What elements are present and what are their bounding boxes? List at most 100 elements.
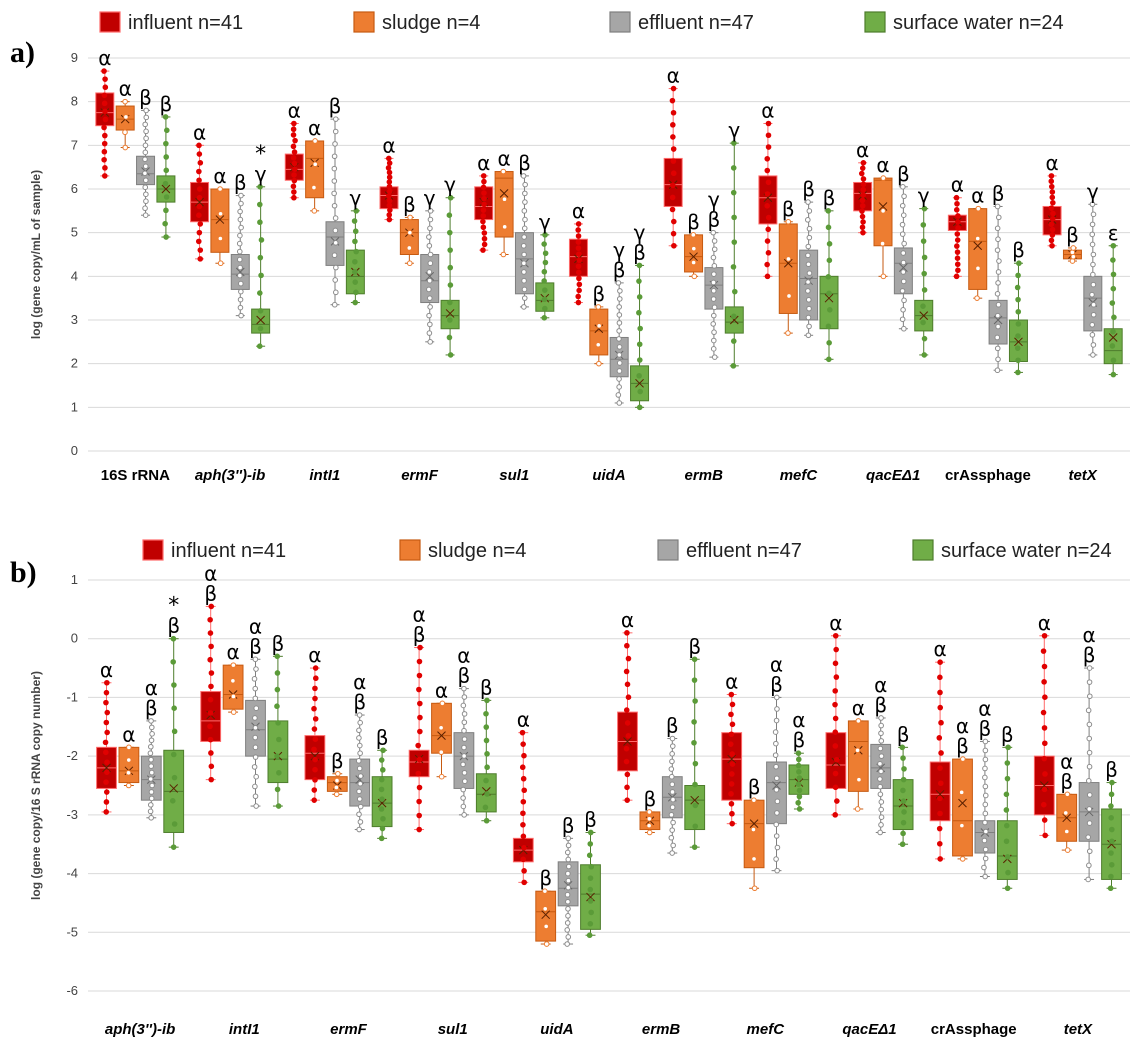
- box: βα: [788, 708, 810, 812]
- significance-label: α: [876, 153, 889, 177]
- sample-point: [426, 312, 432, 319]
- sample-point: [1015, 308, 1022, 315]
- sample-point: [236, 248, 243, 255]
- sample-point: [217, 235, 224, 242]
- sample-point: [352, 228, 359, 235]
- sample-point: [196, 151, 203, 157]
- sample-point: [238, 192, 244, 199]
- sample-point: [901, 325, 907, 332]
- sample-point: [171, 705, 177, 711]
- sample-point: [207, 710, 214, 716]
- sample-point: [937, 765, 943, 771]
- sample-point: [483, 737, 490, 744]
- sample-point: [624, 681, 631, 688]
- sample-point: [387, 207, 393, 213]
- box: γ: [724, 118, 744, 369]
- sample-point: [357, 742, 363, 749]
- sample-point: [1048, 205, 1055, 211]
- legend-swatch: [609, 11, 631, 33]
- sample-point: [520, 856, 527, 863]
- sample-point: [521, 234, 527, 240]
- sample-point: [275, 720, 281, 726]
- sample-point: [588, 909, 595, 916]
- sample-point: [1085, 834, 1092, 840]
- sample-point: [669, 750, 675, 757]
- sample-point: [692, 823, 699, 830]
- sample-point: [731, 214, 737, 221]
- box: γ*: [251, 142, 271, 350]
- sample-point: [143, 135, 149, 142]
- category-label: intI1: [229, 1021, 260, 1038]
- sample-point: [595, 304, 602, 310]
- sample-point: [379, 825, 386, 832]
- sample-point: [564, 920, 571, 926]
- sample-point: [805, 217, 811, 223]
- sample-point: [878, 806, 884, 813]
- sample-point: [148, 814, 154, 821]
- sample-point: [1040, 648, 1047, 654]
- sample-point: [575, 245, 582, 251]
- sample-point: [196, 142, 202, 149]
- sample-point: [274, 753, 280, 759]
- legend-entry: influent n=41: [171, 540, 286, 562]
- sample-point: [1109, 343, 1116, 349]
- sample-point: [102, 749, 109, 756]
- sample-point: [1107, 885, 1114, 892]
- sample-point: [357, 819, 364, 825]
- sample-point: [386, 216, 393, 223]
- sample-point: [1110, 371, 1117, 378]
- sample-point: [542, 259, 549, 266]
- sample-point: [461, 727, 467, 734]
- sample-point: [311, 208, 318, 214]
- sample-point: [197, 160, 204, 166]
- sample-point: [974, 295, 980, 301]
- sample-point: [312, 138, 318, 144]
- sample-point: [147, 776, 154, 782]
- sample-point: [1086, 763, 1093, 770]
- sample-point: [920, 303, 926, 309]
- significance-label: β: [992, 181, 1005, 205]
- sample-point: [122, 129, 128, 136]
- significance-label: ε: [1108, 221, 1119, 245]
- box: β: [661, 714, 683, 856]
- sample-point: [237, 208, 243, 215]
- mean-marker: [1014, 337, 1023, 347]
- sample-point: [147, 808, 154, 815]
- box: βα: [870, 673, 892, 836]
- sample-point: [691, 273, 698, 280]
- sample-point: [878, 730, 884, 737]
- sample-point: [148, 763, 154, 769]
- sample-point: [274, 653, 281, 660]
- sample-point: [125, 757, 132, 763]
- sample-point: [1048, 173, 1055, 179]
- sample-point: [521, 225, 528, 232]
- sample-point: [148, 718, 154, 724]
- sample-point: [826, 307, 833, 313]
- sample-point: [953, 273, 960, 280]
- legend-swatch: [353, 11, 375, 33]
- sample-point: [1004, 885, 1011, 892]
- sample-point: [332, 277, 339, 283]
- significance-label: α: [308, 643, 321, 667]
- sample-point: [996, 258, 1002, 264]
- sample-point: [691, 677, 698, 683]
- sample-point: [564, 849, 571, 856]
- sample-point: [148, 737, 155, 744]
- sample-point: [826, 241, 833, 247]
- sample-point: [386, 160, 393, 166]
- category-label: ermF: [401, 467, 439, 484]
- sample-point: [856, 776, 862, 783]
- sample-point: [197, 247, 204, 253]
- sample-point: [623, 745, 630, 752]
- box-iqr: [589, 308, 609, 356]
- category-label: qacEΔ1: [842, 1021, 896, 1038]
- sample-point: [860, 192, 867, 198]
- sample-point: [406, 260, 413, 267]
- sample-point: [832, 729, 839, 736]
- sample-point: [588, 863, 595, 870]
- sample-point: [332, 215, 339, 221]
- sample-point: [521, 260, 527, 267]
- sample-point: [994, 225, 1001, 232]
